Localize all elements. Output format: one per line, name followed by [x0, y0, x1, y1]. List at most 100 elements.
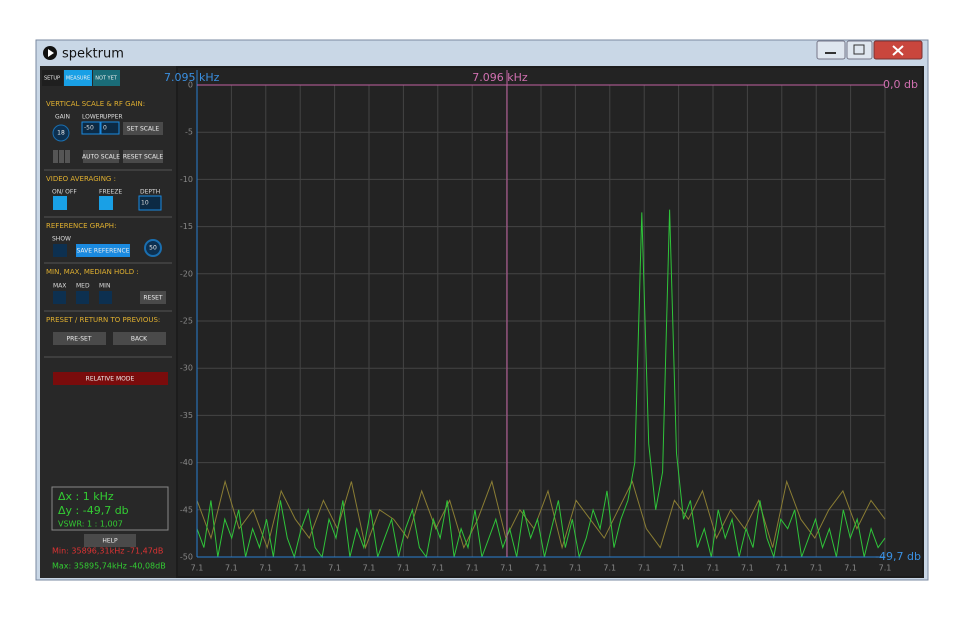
tab-label: NOT YET [95, 76, 118, 82]
button[interactable] [76, 244, 130, 257]
knob-value: 18 [57, 130, 65, 137]
toggle[interactable] [59, 150, 64, 163]
toggle[interactable] [53, 150, 58, 163]
y-tick-label: -30 [180, 364, 193, 373]
x-tick-label: 7.1 [741, 564, 754, 573]
button[interactable] [53, 372, 168, 385]
input[interactable] [100, 121, 120, 135]
y-tick-label: -40 [180, 458, 193, 467]
button-label: BACK [131, 336, 148, 343]
section-heading: PRESET / RETURN TO PREVIOUS: [46, 316, 160, 324]
section-heading: VERTICAL SCALE & RF GAIN: [46, 100, 145, 108]
y-tick-label: -5 [185, 128, 193, 137]
button-label: PRE-SET [66, 336, 91, 343]
input[interactable] [138, 195, 162, 211]
app-icon-play [48, 49, 54, 57]
x-tick-label: 7.1 [707, 564, 720, 573]
marker-label: 7.096 kHz [472, 71, 528, 84]
label: LOWER [82, 114, 104, 121]
label: UPPER [103, 114, 123, 121]
label: SHOW [52, 236, 71, 243]
knob[interactable] [144, 239, 162, 257]
x-tick-label: 7.1 [638, 564, 651, 573]
button[interactable] [53, 332, 106, 345]
x-tick-label: 7.1 [672, 564, 685, 573]
y-tick-label: -50 [180, 553, 193, 562]
toggle[interactable] [53, 291, 66, 304]
maximize-glyph [853, 44, 865, 55]
input[interactable] [81, 121, 101, 135]
x-tick-label: 7.1 [225, 564, 238, 573]
maximize-button[interactable] [846, 40, 873, 60]
button[interactable] [84, 534, 136, 547]
toggle[interactable] [99, 291, 112, 304]
gain-knob[interactable] [52, 124, 70, 142]
button-label: SET SCALE [127, 126, 160, 133]
section-heading: VIDEO AVERAGING : [46, 175, 116, 183]
delta-x: Δx : 1 kHz [58, 490, 114, 503]
label: MAX [53, 283, 66, 290]
button[interactable] [140, 291, 166, 304]
plot-area [178, 68, 922, 576]
x-tick-label: 7.1 [775, 564, 788, 573]
x-tick-label: 7.1 [603, 564, 616, 573]
button[interactable] [83, 150, 119, 163]
label: GAIN [55, 114, 70, 121]
y-tick-label: -25 [180, 317, 193, 326]
tab-label: SETUP [44, 76, 60, 82]
x-tick-label: 7.1 [328, 564, 341, 573]
y-tick-label: -15 [180, 222, 193, 231]
toggle[interactable] [99, 196, 113, 210]
x-tick-label: 7.1 [879, 564, 892, 573]
label: FREEZE [99, 189, 122, 196]
button-label: RESET SCALE [123, 154, 164, 161]
max-readout: Max: 35895,74kHz -40,08dB [52, 562, 166, 571]
x-tick-label: 7.1 [259, 564, 272, 573]
label: ON/ OFF [52, 189, 77, 196]
knob-value: 50 [149, 245, 157, 252]
toggle[interactable] [65, 150, 70, 163]
tab-label: MEASURE [66, 76, 90, 82]
tab[interactable] [42, 70, 63, 86]
x-tick-label: 7.1 [844, 564, 857, 573]
button[interactable] [123, 122, 163, 135]
button-label: RESET [143, 295, 163, 302]
window-title: spektrum [62, 47, 124, 62]
delta-y: Δy : -49,7 db [58, 504, 129, 517]
y-tick-label: -10 [180, 175, 193, 184]
tab[interactable] [93, 70, 120, 86]
toggle[interactable] [53, 244, 67, 257]
marker-label: 0,0 db [883, 78, 918, 91]
button-label: HELP [102, 538, 118, 545]
toggle[interactable] [53, 196, 67, 210]
button[interactable] [113, 332, 166, 345]
toggle[interactable] [76, 291, 89, 304]
x-tick-label: 7.1 [466, 564, 479, 573]
x-tick-label: 7.1 [500, 564, 513, 573]
input-value: -50 [84, 125, 94, 132]
input-value: 0 [103, 125, 107, 132]
tab-active[interactable] [64, 70, 92, 86]
section-heading: MIN, MAX, MEDIAN HOLD : [46, 268, 139, 276]
label: MIN [99, 283, 110, 290]
minimize-glyph [825, 52, 836, 54]
y-tick-label: -35 [180, 411, 193, 420]
spectrum-plot: 0 -5 -10 -15 -20 -25 -30 -35 -40 -45 -50 7.1 7.1 7.1 7… [164, 70, 921, 573]
marker-label: -49,7 db [875, 550, 921, 563]
x-tick-label: 7.1 [535, 564, 548, 573]
spectrum-trace [196, 479, 886, 550]
button[interactable] [123, 150, 163, 163]
min-readout: Min: 35896,31kHz -71,47dB [52, 547, 163, 556]
x-tick-label: 7.1 [363, 564, 376, 573]
label: DEPTH [140, 189, 160, 196]
minimize-button[interactable] [816, 40, 846, 60]
button-label: SAVE REFERENCE [76, 248, 129, 255]
label: MED [76, 283, 90, 290]
x-tick-label: 7.1 [431, 564, 444, 573]
section-heading: REFERENCE GRAPH: [46, 222, 116, 230]
x-tick-label: 7.1 [810, 564, 823, 573]
button-label: RELATIVE MODE [86, 376, 135, 383]
spectrum-trace [196, 209, 886, 559]
